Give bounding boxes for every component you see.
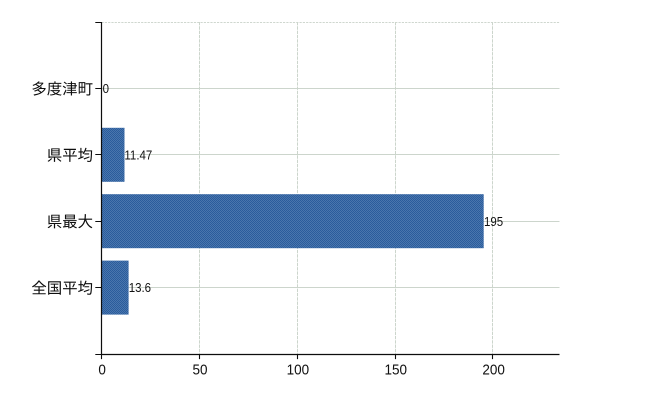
svg-text:0: 0 <box>98 362 106 379</box>
svg-text:13.6: 13.6 <box>129 281 152 296</box>
svg-text:100: 100 <box>287 362 310 379</box>
svg-text:150: 150 <box>384 362 407 379</box>
svg-text:50: 50 <box>192 362 207 379</box>
svg-text:200: 200 <box>482 362 505 379</box>
svg-text:0: 0 <box>103 82 110 97</box>
svg-text:195: 195 <box>484 214 503 229</box>
svg-text:11.47: 11.47 <box>124 148 152 163</box>
